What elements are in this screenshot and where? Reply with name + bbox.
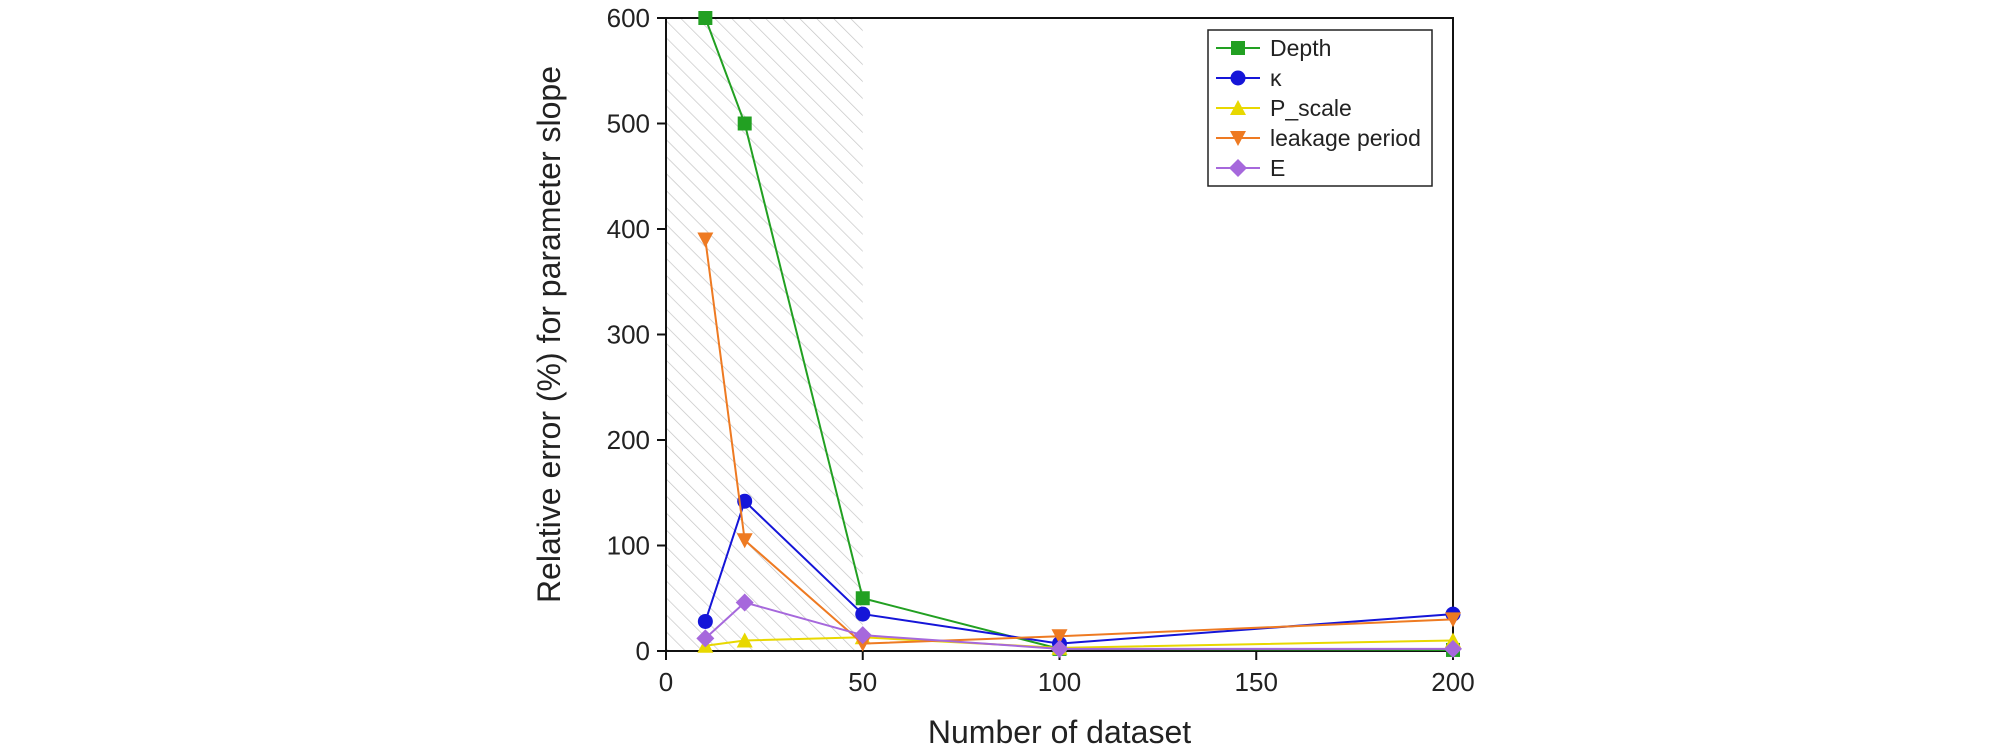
legend-label: Depth [1270, 35, 1331, 61]
legend-marker [1230, 70, 1246, 86]
data-point [736, 533, 753, 549]
x-tick-label: 150 [1235, 667, 1278, 697]
data-point [737, 116, 752, 131]
legend-marker [1229, 159, 1247, 177]
data-point [697, 232, 714, 248]
data-point [1051, 629, 1068, 645]
y-tick-label: 400 [607, 214, 650, 244]
y-tick-label: 300 [607, 320, 650, 350]
y-tick-label: 100 [607, 531, 650, 561]
legend-label: leakage period [1270, 125, 1421, 151]
y-tick-label: 200 [607, 425, 650, 455]
data-point [697, 613, 713, 629]
y-tick-label: 0 [636, 636, 650, 666]
data-point [696, 629, 715, 648]
x-axis-title: Number of dataset [928, 714, 1191, 750]
x-tick-label: 0 [659, 667, 673, 697]
legend-label: E [1270, 155, 1285, 181]
y-tick-label: 600 [607, 3, 650, 33]
data-point [855, 591, 870, 606]
data-point [736, 632, 753, 648]
x-tick-label: 50 [848, 667, 877, 697]
y-tick-label: 500 [607, 109, 650, 139]
legend-marker [1230, 100, 1246, 115]
x-tick-label: 100 [1038, 667, 1081, 697]
legend-label: P_scale [1270, 95, 1352, 121]
data-point [855, 606, 871, 622]
data-point [853, 626, 872, 645]
data-point [1445, 612, 1461, 628]
legend-label: κ [1270, 65, 1282, 91]
y-axis-title: Relative error (%) for parameter slope [531, 66, 567, 603]
data-point [698, 11, 713, 25]
legend-marker [1230, 131, 1246, 146]
data-point [1050, 639, 1069, 658]
legend-marker [1231, 41, 1245, 55]
x-tick-label: 200 [1431, 667, 1474, 697]
data-point [735, 593, 754, 612]
hatched-region [666, 18, 863, 651]
data-point [1444, 639, 1462, 658]
